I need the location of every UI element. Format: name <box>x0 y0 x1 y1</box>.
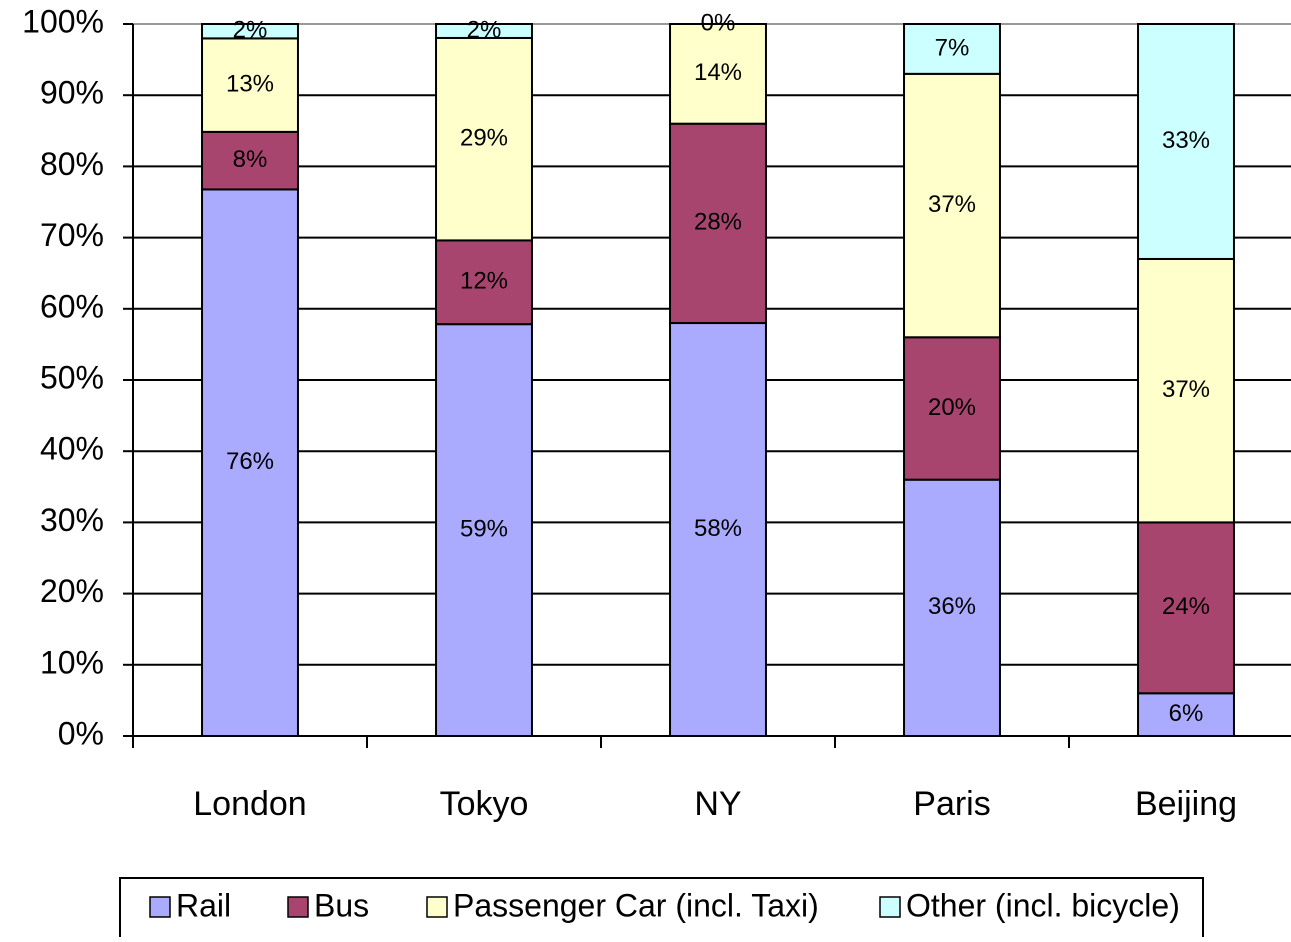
data-label: 36% <box>928 593 976 620</box>
data-label: 6% <box>1169 700 1204 727</box>
bar-segment <box>435 239 533 326</box>
data-label: 0% <box>701 9 736 36</box>
data-label: 13% <box>226 70 274 97</box>
legend-label: Passenger Car (incl. Taxi) <box>453 887 819 923</box>
x-tick-label: Beijing <box>1135 785 1237 823</box>
data-label: 29% <box>460 125 508 152</box>
y-tick-label: 40% <box>40 431 104 467</box>
bar-segment <box>1137 521 1235 695</box>
bar-segment <box>201 130 299 191</box>
legend-label: Bus <box>314 887 369 923</box>
x-tick-label: London <box>193 785 306 823</box>
bar-segment <box>201 23 299 40</box>
data-label: 7% <box>935 34 970 61</box>
bar-segment <box>435 23 533 39</box>
y-tick-label: 70% <box>40 217 104 253</box>
y-tick-label: 30% <box>40 502 104 538</box>
bar-segment <box>201 37 299 133</box>
bar-segment <box>669 122 767 325</box>
y-tick-label: 0% <box>58 715 104 751</box>
data-label: 12% <box>460 268 508 295</box>
bar-segment <box>669 23 767 125</box>
bar-segment <box>903 72 1001 339</box>
y-tick-label: 50% <box>40 359 104 395</box>
legend-swatch <box>287 896 309 918</box>
data-label: 58% <box>694 515 742 542</box>
data-label: 8% <box>233 146 268 173</box>
data-label: 37% <box>1162 376 1210 403</box>
bar-segment <box>1137 692 1235 738</box>
data-label: 28% <box>694 209 742 236</box>
bar-segment <box>1137 23 1235 260</box>
y-tick-label: 10% <box>40 644 104 680</box>
data-label: 20% <box>928 394 976 421</box>
data-label: 59% <box>460 515 508 542</box>
legend-label: Rail <box>176 887 231 923</box>
x-tick-label: NY <box>694 785 741 823</box>
bar-segment <box>903 23 1001 75</box>
y-tick-label: 80% <box>40 146 104 182</box>
bar-segment <box>435 36 533 242</box>
y-tick-label: 20% <box>40 573 104 609</box>
legend-swatch <box>879 896 901 918</box>
data-label: 14% <box>694 59 742 86</box>
legend-swatch <box>426 896 448 918</box>
bar-segment <box>669 322 767 737</box>
data-label: 37% <box>928 191 976 218</box>
legend-swatch <box>149 896 171 918</box>
data-label: 2% <box>467 16 502 43</box>
x-tick-label: Tokyo <box>440 785 529 823</box>
bar-segment <box>903 336 1001 481</box>
y-tick-label: 60% <box>40 288 104 324</box>
bar-segment <box>1137 257 1235 524</box>
x-tick-label: Paris <box>913 785 990 823</box>
legend-label: Other (incl. bicycle) <box>906 887 1180 923</box>
data-label: 24% <box>1162 593 1210 620</box>
y-tick-label: 90% <box>40 75 104 111</box>
data-label: 2% <box>233 17 268 44</box>
data-label: 76% <box>226 448 274 475</box>
data-label: 33% <box>1162 127 1210 154</box>
y-tick-label: 100% <box>22 3 104 39</box>
